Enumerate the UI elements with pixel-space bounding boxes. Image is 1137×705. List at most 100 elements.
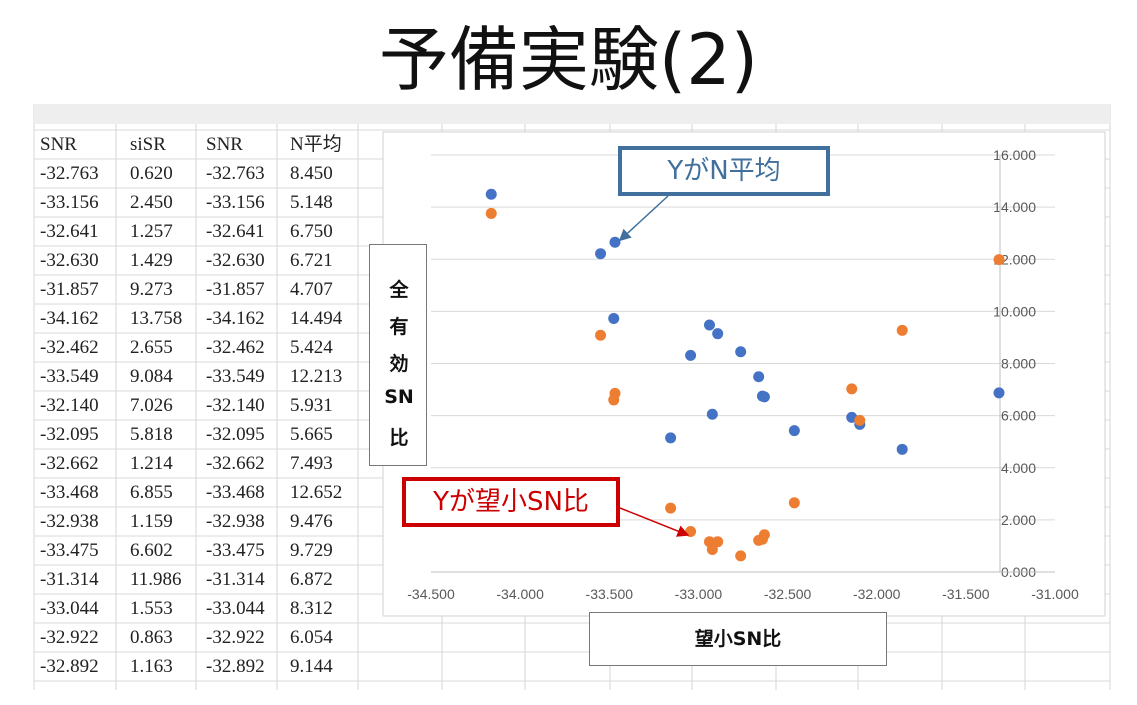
table-cell[interactable]: -33.468 <box>206 482 265 503</box>
table-cell[interactable]: -32.938 <box>40 511 99 532</box>
table-cell[interactable]: -32.662 <box>40 453 99 474</box>
table-cell[interactable]: 0.863 <box>130 627 173 648</box>
callout-smaller-better-sn[interactable]: Yが望小SN比 <box>402 477 620 527</box>
table-cell[interactable]: 9.144 <box>290 656 333 677</box>
table-cell[interactable]: 6.872 <box>290 569 333 590</box>
series-1-point[interactable] <box>735 346 747 358</box>
table-cell[interactable]: -33.156 <box>206 192 265 213</box>
table-cell[interactable]: -32.095 <box>206 424 265 445</box>
series-2-point[interactable] <box>706 544 718 556</box>
table-cell[interactable]: 9.273 <box>130 279 173 300</box>
table-cell[interactable]: -32.641 <box>206 221 265 242</box>
table-cell[interactable]: 6.602 <box>130 540 173 561</box>
table-cell[interactable]: 9.084 <box>130 366 173 387</box>
table-cell[interactable]: SNR <box>206 134 243 155</box>
series-1-point[interactable] <box>665 432 677 444</box>
series-2-point[interactable] <box>896 324 908 336</box>
table-cell[interactable]: 8.450 <box>290 163 333 184</box>
series-2-point[interactable] <box>993 254 1005 266</box>
series-2-point[interactable] <box>712 536 724 548</box>
table-cell[interactable]: 6.054 <box>290 627 333 648</box>
table-cell[interactable]: 1.429 <box>130 250 173 271</box>
series-1-point[interactable] <box>595 248 607 260</box>
table-cell[interactable]: 6.721 <box>290 250 333 271</box>
table-cell[interactable]: -32.892 <box>40 656 99 677</box>
table-cell[interactable]: -31.314 <box>40 569 99 590</box>
table-cell[interactable]: 9.476 <box>290 511 333 532</box>
series-2-point[interactable] <box>753 534 765 546</box>
table-cell[interactable]: -32.763 <box>40 163 99 184</box>
series-1-point[interactable] <box>703 319 715 331</box>
series-2-point[interactable] <box>735 550 747 562</box>
table-cell[interactable]: -32.462 <box>40 337 99 358</box>
table-cell[interactable]: -32.922 <box>40 627 99 648</box>
table-cell[interactable]: 9.729 <box>290 540 333 561</box>
series-1-point[interactable] <box>788 425 800 437</box>
table-cell[interactable]: 5.424 <box>290 337 333 358</box>
series-2-point[interactable] <box>685 526 697 538</box>
x-axis-label[interactable]: 望小SN比 <box>589 612 887 666</box>
table-cell[interactable]: siSR <box>130 134 166 155</box>
table-cell[interactable]: 6.750 <box>290 221 333 242</box>
series-2-point[interactable] <box>595 329 607 341</box>
y-axis-label[interactable]: 全有効 SN 比 <box>369 244 427 466</box>
table-cell[interactable]: -34.162 <box>206 308 265 329</box>
series-2-point[interactable] <box>485 207 497 219</box>
table-cell[interactable]: -32.938 <box>206 511 265 532</box>
table-cell[interactable]: 5.665 <box>290 424 333 445</box>
table-cell[interactable]: -33.475 <box>40 540 99 561</box>
table-cell[interactable]: -32.892 <box>206 656 265 677</box>
table-cell[interactable]: 2.450 <box>130 192 173 213</box>
table-cell[interactable]: -31.857 <box>40 279 99 300</box>
series-2-point[interactable] <box>846 383 858 395</box>
table-cell[interactable]: 12.652 <box>290 482 343 503</box>
table-cell[interactable]: SNR <box>40 134 77 155</box>
table-cell[interactable]: -33.044 <box>206 598 265 619</box>
table-cell[interactable]: -32.763 <box>206 163 265 184</box>
table-cell[interactable]: 13.758 <box>130 308 183 329</box>
table-cell[interactable]: -32.922 <box>206 627 265 648</box>
series-2-point[interactable] <box>854 414 866 426</box>
series-2-point[interactable] <box>665 502 677 514</box>
series-1-point[interactable] <box>608 312 620 324</box>
table-cell[interactable]: -31.857 <box>206 279 265 300</box>
series-1-point[interactable] <box>993 387 1005 399</box>
table-cell[interactable]: 1.553 <box>130 598 173 619</box>
table-cell[interactable]: -32.630 <box>40 250 99 271</box>
table-cell[interactable]: 7.026 <box>130 395 173 416</box>
series-1-point[interactable] <box>685 349 697 361</box>
table-cell[interactable]: -32.140 <box>40 395 99 416</box>
series-1-point[interactable] <box>609 236 621 248</box>
series-2-point[interactable] <box>608 394 620 406</box>
table-cell[interactable]: 1.257 <box>130 221 173 242</box>
chart-area[interactable] <box>382 131 1106 617</box>
table-cell[interactable]: -34.162 <box>40 308 99 329</box>
table-cell[interactable]: 1.214 <box>130 453 173 474</box>
table-cell[interactable]: 5.818 <box>130 424 173 445</box>
series-1-point[interactable] <box>485 188 497 200</box>
table-cell[interactable]: 2.655 <box>130 337 173 358</box>
series-1-point[interactable] <box>896 443 908 455</box>
table-cell[interactable]: -32.462 <box>206 337 265 358</box>
table-cell[interactable]: -33.549 <box>206 366 265 387</box>
table-cell[interactable]: -32.662 <box>206 453 265 474</box>
table-cell[interactable]: -33.468 <box>40 482 99 503</box>
table-cell[interactable]: 4.707 <box>290 279 333 300</box>
table-cell[interactable]: -31.314 <box>206 569 265 590</box>
table-cell[interactable]: -33.475 <box>206 540 265 561</box>
table-cell[interactable]: 0.620 <box>130 163 173 184</box>
table-cell[interactable]: 7.493 <box>290 453 333 474</box>
callout-n-average[interactable]: YがN平均 <box>618 146 830 196</box>
series-1-point[interactable] <box>753 371 765 383</box>
table-cell[interactable]: 1.159 <box>130 511 173 532</box>
series-1-point[interactable] <box>712 328 724 340</box>
table-cell[interactable]: 5.931 <box>290 395 333 416</box>
table-cell[interactable]: -33.044 <box>40 598 99 619</box>
table-cell[interactable]: -32.630 <box>206 250 265 271</box>
table-cell[interactable]: -32.641 <box>40 221 99 242</box>
table-cell[interactable]: -33.549 <box>40 366 99 387</box>
table-cell[interactable]: 5.148 <box>290 192 333 213</box>
series-2-point[interactable] <box>788 497 800 509</box>
series-1-point[interactable] <box>706 408 718 420</box>
table-cell[interactable]: 11.986 <box>130 569 182 590</box>
